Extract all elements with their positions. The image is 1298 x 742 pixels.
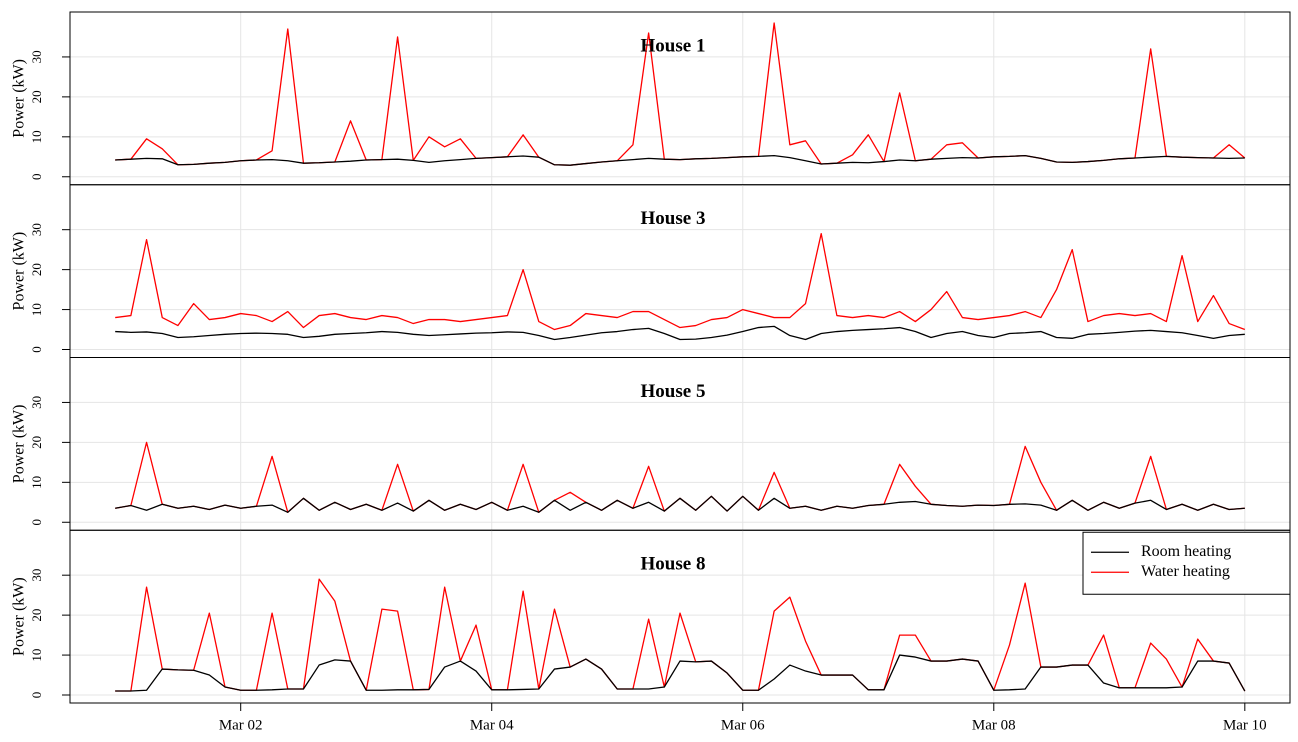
series-line	[115, 495, 1245, 513]
panel-title: House 1	[641, 35, 706, 56]
series-line	[115, 233, 1246, 331]
y-tick-label: 20	[29, 263, 44, 276]
x-tick-label: Mar 10	[1223, 717, 1267, 733]
series-line	[115, 154, 1245, 166]
y-tick-label: 0	[29, 346, 44, 353]
x-tick-label: Mar 04	[470, 717, 514, 733]
y-axis-label: Power (kW)	[11, 577, 28, 656]
legend-box	[1082, 531, 1291, 595]
y-tick-label: 10	[29, 476, 44, 489]
y-tick-label: 10	[29, 649, 44, 662]
y-tick-label: 0	[29, 174, 44, 181]
panel-title: House 3	[641, 208, 706, 229]
panel-title: House 5	[641, 381, 706, 402]
legend-label: Water heating	[1141, 563, 1230, 580]
y-tick-label: 0	[29, 519, 44, 526]
panel-frame	[69, 529, 1291, 704]
y-tick-label: 30	[29, 50, 44, 63]
y-tick-label: 30	[29, 569, 44, 582]
y-tick-label: 30	[29, 223, 44, 236]
y-tick-label: 10	[29, 130, 44, 143]
y-axis-label: Power (kW)	[11, 405, 28, 484]
panel-title: House 8	[641, 554, 706, 575]
series-line	[115, 325, 1245, 341]
y-axis-label: Power (kW)	[11, 232, 28, 311]
x-tick-label: Mar 08	[972, 717, 1016, 733]
y-tick-label: 30	[29, 396, 44, 409]
y-tick-label: 10	[29, 303, 44, 316]
x-tick-label: Mar 06	[721, 717, 765, 733]
series-line	[115, 654, 1246, 692]
y-tick-label: 20	[29, 436, 44, 449]
y-tick-label: 20	[29, 609, 44, 622]
y-tick-label: 20	[29, 90, 44, 103]
y-axis-label: Power (kW)	[11, 59, 28, 138]
series-line	[115, 578, 1246, 692]
legend-label: Room heating	[1141, 543, 1231, 560]
y-tick-label: 0	[29, 692, 44, 699]
x-tick-label: Mar 02	[219, 717, 263, 733]
